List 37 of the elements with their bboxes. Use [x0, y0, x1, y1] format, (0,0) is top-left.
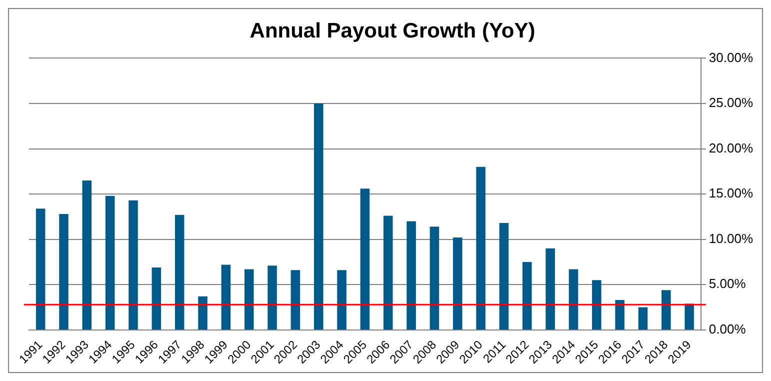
bar: [290, 270, 300, 330]
bar: [82, 180, 92, 330]
bar: [568, 269, 578, 330]
bar: [383, 216, 393, 330]
bar: [59, 214, 68, 330]
bar: [592, 280, 602, 330]
bar: [453, 238, 462, 330]
bar: [476, 166, 486, 330]
bar: [499, 223, 509, 330]
bar: [314, 103, 324, 330]
bar: [128, 200, 138, 330]
bar: [406, 221, 416, 330]
y-tick-label: 30.00%: [708, 50, 754, 65]
bar: [221, 264, 231, 330]
bar: [244, 269, 254, 330]
chart-title: Annual Payout Growth (YoY): [250, 19, 536, 42]
bar: [684, 304, 694, 330]
bar: [198, 296, 208, 330]
y-tick-label: 25.00%: [708, 95, 754, 110]
bar: [638, 307, 648, 330]
y-tick-label: 0.00%: [708, 322, 746, 337]
bar: [337, 270, 346, 330]
bar: [615, 300, 624, 330]
bar: [662, 290, 671, 330]
bar: [546, 248, 555, 330]
y-tick-label: 20.00%: [708, 140, 754, 156]
y-tick-label: 15.00%: [708, 186, 754, 201]
bar: [36, 208, 46, 330]
y-tick-label: 10.00%: [708, 230, 754, 246]
y-tick-label: 5.00%: [708, 276, 746, 292]
bar: [174, 214, 184, 330]
bar: [522, 262, 532, 330]
bar: [360, 188, 370, 330]
bar: [152, 267, 162, 330]
bar: [268, 266, 277, 330]
bar: [430, 226, 440, 330]
bar: [105, 196, 115, 330]
